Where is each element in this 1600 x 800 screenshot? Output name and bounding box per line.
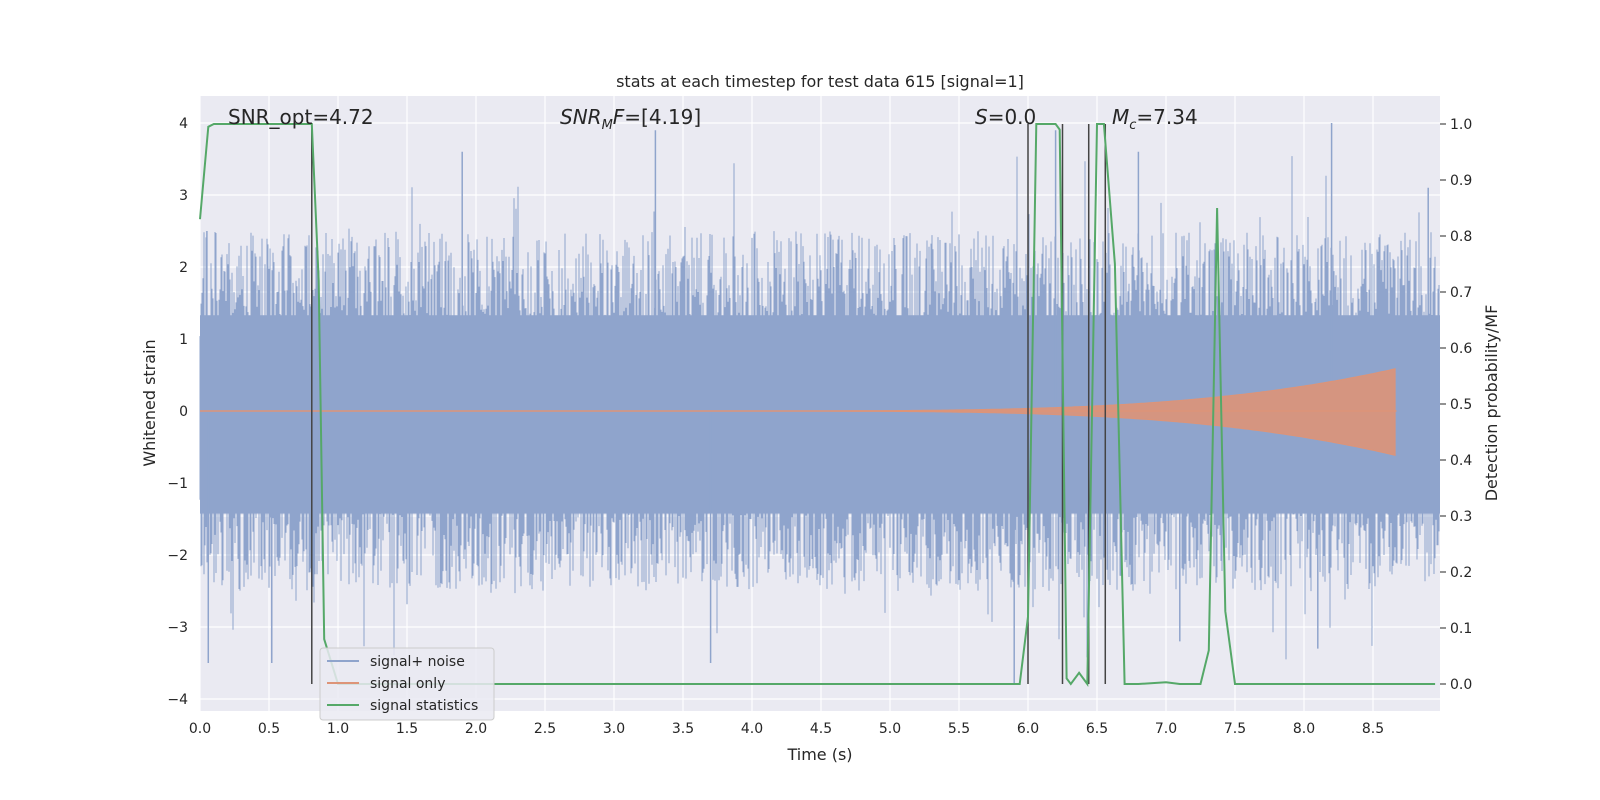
y-left-tick-label: 3	[179, 188, 188, 204]
y-right-tick-label: 0.1	[1450, 621, 1472, 637]
y-left-tick-label: −3	[167, 620, 188, 636]
legend: signal+ noise signal only signal statist…	[319, 647, 495, 721]
x-tick-label: 6.0	[1017, 721, 1039, 737]
legend-box	[319, 647, 495, 721]
y-left-axis-title: Whitened strain	[140, 339, 159, 466]
signal-series	[200, 368, 1397, 456]
x-tick-label: 0.5	[258, 721, 280, 737]
legend-label-signal: signal only	[370, 676, 445, 692]
y-right-tick-label: 0.8	[1450, 229, 1472, 245]
annotation-snr-opt: SNR_opt=4.72	[228, 105, 374, 129]
y-left-tick-label: 4	[179, 116, 188, 132]
y-right-axis-title: Detection probability/MF	[1482, 305, 1501, 502]
y-right-tick-label: 0.6	[1450, 341, 1472, 357]
x-tick-label: 7.0	[1155, 721, 1177, 737]
annotation-s: S=0.0	[975, 105, 1036, 129]
y-left-tick-label: −1	[167, 476, 188, 492]
legend-label-noise: signal+ noise	[370, 654, 465, 670]
legend-label-statistics: signal statistics	[370, 698, 478, 714]
x-tick-label: 5.5	[948, 721, 970, 737]
x-tick-label: 8.0	[1293, 721, 1315, 737]
x-tick-label: 7.5	[1224, 721, 1246, 737]
x-tick-label: 8.5	[1362, 721, 1384, 737]
y-left-tick-label: 1	[179, 332, 188, 348]
statistics-series	[199, 123, 1436, 687]
x-tick-label: 1.5	[396, 721, 418, 737]
y-left-tick-label: −2	[167, 548, 188, 564]
y-right-tick-label: 0.3	[1450, 509, 1472, 525]
x-tick-label: 2.5	[534, 721, 556, 737]
x-tick-label: 4.0	[741, 721, 763, 737]
y-right-tick-label: 0.4	[1450, 453, 1472, 469]
y-right-tick-label: 1.0	[1450, 117, 1472, 133]
chart-title: stats at each timestep for test data 615…	[616, 72, 1024, 91]
x-tick-label: 5.0	[879, 721, 901, 737]
y-left-tick-label: −4	[167, 692, 188, 708]
x-tick-label: 6.5	[1086, 721, 1108, 737]
statistics-line	[199, 123, 1436, 687]
y-right-tick-label: 0.7	[1450, 285, 1472, 301]
annotation-snr-mf: SNRMF=[4.19]	[560, 105, 701, 133]
ticks: 0.0 0.5 1.0 1.5 2.0 2.5 3.0 3.5 4.0 4.5 5.0 5.5 6.0 6…	[167, 116, 1472, 737]
annotation-mc: Mc=7.34	[1112, 105, 1198, 133]
y-right-tick-label: 0.0	[1450, 677, 1472, 693]
x-tick-label: 3.5	[672, 721, 694, 737]
y-right-tick-label: 0.2	[1450, 565, 1472, 581]
x-axis-title: Time (s)	[786, 745, 852, 764]
x-tick-label: 3.0	[603, 721, 625, 737]
y-right-tick-label: 0.5	[1450, 397, 1472, 413]
x-tick-label: 1.0	[327, 721, 349, 737]
signal-chirp	[821, 368, 1396, 456]
x-tick-label: 4.5	[810, 721, 832, 737]
y-left-tick-label: 2	[179, 260, 188, 276]
noise-spikes	[199, 156, 1440, 660]
y-right-tick-label: 0.9	[1450, 173, 1472, 189]
x-tick-label: 0.0	[189, 721, 211, 737]
x-tick-label: 2.0	[465, 721, 487, 737]
y-left-tick-label: 0	[179, 404, 188, 420]
